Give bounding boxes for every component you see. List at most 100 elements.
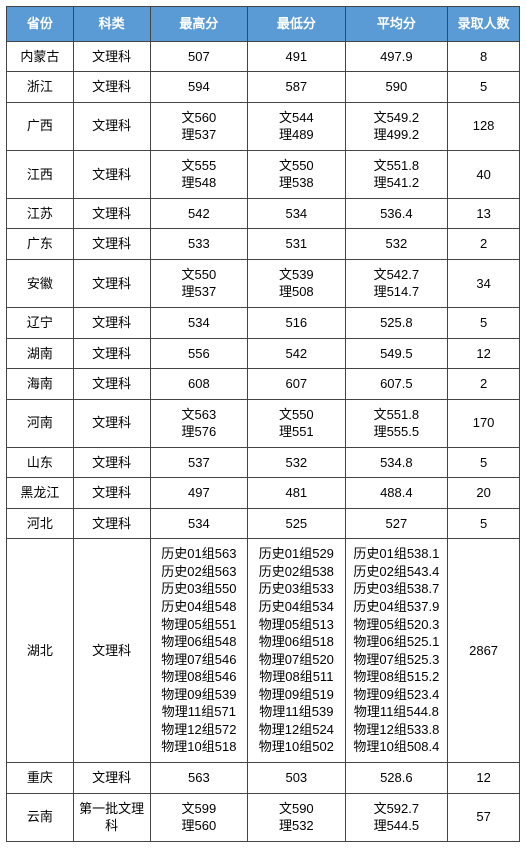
cell-max: 563 xyxy=(150,762,247,793)
cell-avg-line: 文542.7 xyxy=(348,266,446,284)
cell-category: 文理科 xyxy=(73,72,150,103)
cell-avg-line: 532 xyxy=(348,235,446,253)
cell-min-line: 物理08组511 xyxy=(250,668,342,686)
cell-avg-line: 528.6 xyxy=(348,769,446,787)
cell-min-line: 587 xyxy=(250,78,342,96)
cell-min: 文590理532 xyxy=(248,793,345,841)
cell-max-line: 历史03组550 xyxy=(153,580,245,598)
cell-min-line: 物理05组513 xyxy=(250,616,342,634)
cell-max-line: 历史04组548 xyxy=(153,598,245,616)
cell-min-line: 物理10组502 xyxy=(250,738,342,756)
cell-province: 云南 xyxy=(7,793,74,841)
cell-max-line: 理560 xyxy=(153,817,245,835)
cell-min-line: 理489 xyxy=(250,126,342,144)
cell-count: 2867 xyxy=(448,539,520,763)
cell-min-line: 525 xyxy=(250,515,342,533)
cell-max-line: 533 xyxy=(153,235,245,253)
cell-avg: 534.8 xyxy=(345,447,448,478)
cell-count: 2 xyxy=(448,229,520,260)
cell-max-line: 556 xyxy=(153,345,245,363)
cell-category: 文理科 xyxy=(73,259,150,307)
table-row: 江西文理科文555理548文550理538文551.8理541.240 xyxy=(7,150,520,198)
cell-min-line: 607 xyxy=(250,375,342,393)
cell-avg-line: 理541.2 xyxy=(348,174,446,192)
cell-max: 497 xyxy=(150,478,247,509)
cell-min-line: 481 xyxy=(250,484,342,502)
cell-min-line: 534 xyxy=(250,205,342,223)
cell-min: 文550理538 xyxy=(248,150,345,198)
cell-min-line: 503 xyxy=(250,769,342,787)
cell-avg-line: 590 xyxy=(348,78,446,96)
cell-province: 湖北 xyxy=(7,539,74,763)
cell-min: 历史01组529历史02组538历史03组533历史04组534物理05组513… xyxy=(248,539,345,763)
cell-max-line: 537 xyxy=(153,454,245,472)
table-row: 山东文理科537532534.85 xyxy=(7,447,520,478)
cell-avg: 历史01组538.1历史02组543.4历史03组538.7历史04组537.9… xyxy=(345,539,448,763)
cell-min-line: 历史04组534 xyxy=(250,598,342,616)
cell-min: 文550理551 xyxy=(248,399,345,447)
cell-count: 2 xyxy=(448,369,520,400)
cell-min-line: 物理07组520 xyxy=(250,651,342,669)
cell-avg-line: 物理06组525.1 xyxy=(348,633,446,651)
cell-province: 河北 xyxy=(7,508,74,539)
cell-avg-line: 文592.7 xyxy=(348,800,446,818)
table-row: 浙江文理科5945875905 xyxy=(7,72,520,103)
cell-avg-line: 534.8 xyxy=(348,454,446,472)
cell-max: 542 xyxy=(150,198,247,229)
cell-max-line: 534 xyxy=(153,314,245,332)
cell-max-line: 文550 xyxy=(153,266,245,284)
cell-category: 文理科 xyxy=(73,338,150,369)
cell-max-line: 理548 xyxy=(153,174,245,192)
cell-min-line: 531 xyxy=(250,235,342,253)
cell-max: 文560理537 xyxy=(150,102,247,150)
cell-min: 文544理489 xyxy=(248,102,345,150)
cell-max-line: 物理05组551 xyxy=(153,616,245,634)
cell-avg: 497.9 xyxy=(345,41,448,72)
cell-category: 文理科 xyxy=(73,41,150,72)
cell-avg-line: 物理07组525.3 xyxy=(348,651,446,669)
cell-min-line: 491 xyxy=(250,48,342,66)
cell-max-line: 497 xyxy=(153,484,245,502)
cell-count: 128 xyxy=(448,102,520,150)
cell-avg: 488.4 xyxy=(345,478,448,509)
cell-avg-line: 488.4 xyxy=(348,484,446,502)
cell-min: 607 xyxy=(248,369,345,400)
cell-avg-line: 文551.8 xyxy=(348,406,446,424)
cell-province: 内蒙古 xyxy=(7,41,74,72)
table-row: 黑龙江文理科497481488.420 xyxy=(7,478,520,509)
cell-max-line: 物理07组546 xyxy=(153,651,245,669)
table-row: 江苏文理科542534536.413 xyxy=(7,198,520,229)
cell-min: 491 xyxy=(248,41,345,72)
cell-max-line: 物理10组518 xyxy=(153,738,245,756)
cell-min: 文539理508 xyxy=(248,259,345,307)
cell-max: 534 xyxy=(150,308,247,339)
cell-max-line: 理537 xyxy=(153,283,245,301)
cell-min-line: 物理12组524 xyxy=(250,721,342,739)
cell-max: 文555理548 xyxy=(150,150,247,198)
cell-count: 5 xyxy=(448,508,520,539)
cell-avg: 528.6 xyxy=(345,762,448,793)
cell-avg: 525.8 xyxy=(345,308,448,339)
table-row: 湖南文理科556542549.512 xyxy=(7,338,520,369)
cell-province: 广西 xyxy=(7,102,74,150)
cell-min-line: 理538 xyxy=(250,174,342,192)
cell-min-line: 文550 xyxy=(250,406,342,424)
col-count: 录取人数 xyxy=(448,7,520,42)
cell-category: 文理科 xyxy=(73,308,150,339)
cell-category: 文理科 xyxy=(73,447,150,478)
cell-min-line: 文539 xyxy=(250,266,342,284)
cell-province: 安徽 xyxy=(7,259,74,307)
cell-min-line: 文550 xyxy=(250,157,342,175)
cell-avg-line: 理499.2 xyxy=(348,126,446,144)
cell-max: 534 xyxy=(150,508,247,539)
cell-max-line: 物理12组572 xyxy=(153,721,245,739)
cell-category: 第一批文理科 xyxy=(73,793,150,841)
admissions-table: 省份 科类 最高分 最低分 平均分 录取人数 内蒙古文理科507491497.9… xyxy=(6,6,520,842)
cell-count: 12 xyxy=(448,762,520,793)
cell-count: 5 xyxy=(448,308,520,339)
cell-avg-line: 物理05组520.3 xyxy=(348,616,446,634)
cell-category: 文理科 xyxy=(73,539,150,763)
cell-max: 文599理560 xyxy=(150,793,247,841)
cell-max: 文550理537 xyxy=(150,259,247,307)
cell-avg-line: 536.4 xyxy=(348,205,446,223)
